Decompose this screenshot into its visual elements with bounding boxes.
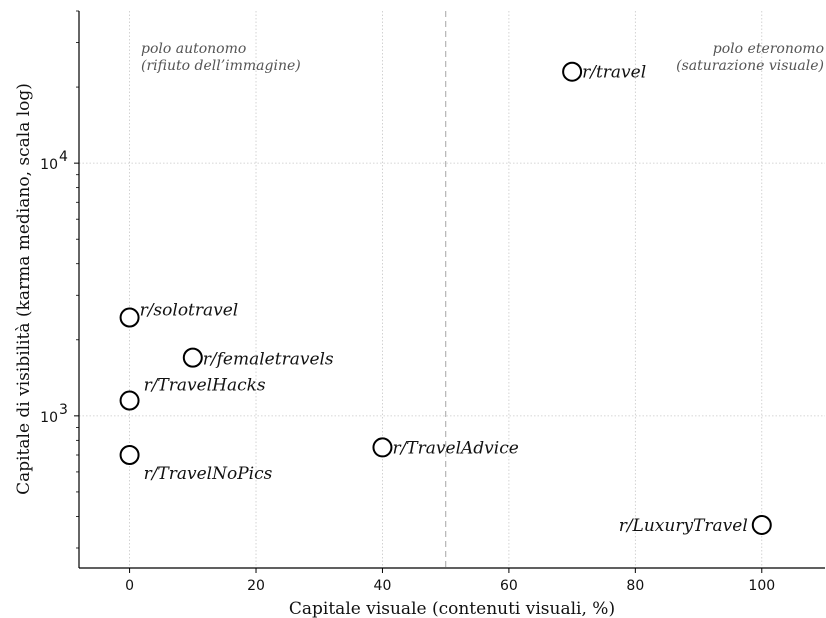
x-axis-label: Capitale visuale (contenuti visuali, %): [289, 599, 615, 618]
y-tick-label: 10: [40, 157, 58, 173]
y-tick-label: 10: [40, 410, 58, 426]
data-point-label: r/solotravel: [140, 301, 239, 321]
data-point: [121, 446, 139, 464]
data-point-label: r/femaletravels: [203, 350, 334, 370]
x-tick-label: 20: [247, 578, 265, 594]
x-tick-label: 0: [125, 578, 134, 594]
annotation-left-line1: polo autonomo: [141, 41, 246, 57]
data-point-label: r/TravelNoPics: [144, 464, 273, 484]
data-point: [373, 438, 391, 456]
data-point: [563, 63, 581, 81]
x-tick-label: 80: [626, 578, 644, 594]
x-tick-label: 60: [500, 578, 518, 594]
annotation-right-line2: (saturazione visuale): [676, 58, 824, 74]
data-point-label: r/TravelAdvice: [392, 438, 518, 458]
data-point: [121, 392, 139, 410]
annotation-right-line1: polo eteronomo: [713, 41, 824, 57]
data-point: [753, 516, 771, 534]
data-point-label: r/TravelHacks: [144, 376, 266, 396]
data-point: [184, 349, 202, 367]
axes: [79, 11, 825, 568]
data-point-label: r/travel: [582, 63, 646, 83]
grid-lines: [79, 11, 825, 568]
data-point-label: r/LuxuryTravel: [619, 516, 748, 536]
y-tick-exponent: 3: [59, 402, 68, 418]
x-tick-label: 40: [374, 578, 392, 594]
y-tick-exponent: 4: [59, 149, 68, 165]
annotation-left-line2: (rifiuto dell’immagine): [141, 58, 301, 74]
x-tick-label: 100: [748, 578, 775, 594]
y-axis-label: Capitale di visibilità (karma mediano, s…: [14, 83, 34, 495]
data-point: [121, 309, 139, 327]
